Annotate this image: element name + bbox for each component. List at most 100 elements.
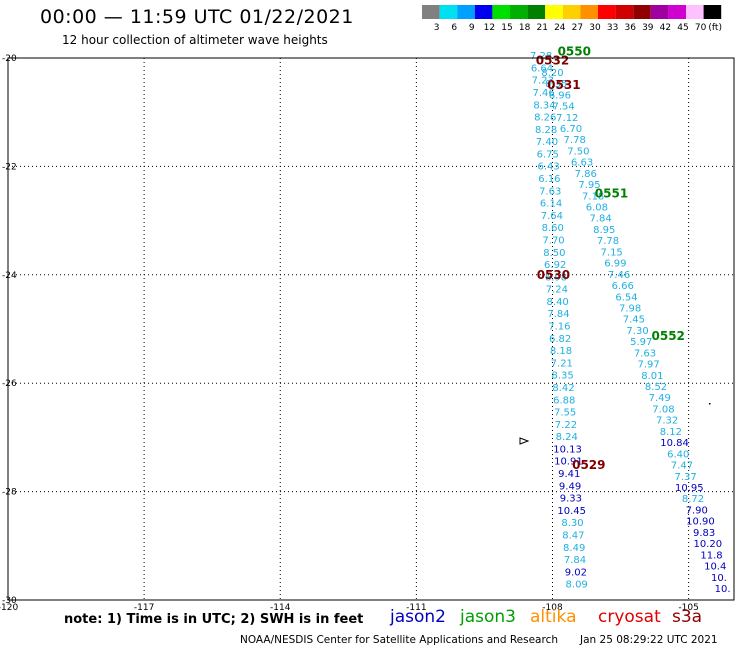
swh-value: 8.42 bbox=[552, 383, 574, 394]
pass-time-label: 0531 bbox=[547, 78, 580, 92]
swh-value: 7.86 bbox=[575, 169, 597, 180]
swh-value: 10.20 bbox=[693, 539, 722, 550]
lat-tick-label: -20 bbox=[2, 54, 17, 64]
swh-value: 7.95 bbox=[578, 180, 600, 191]
swh-value: 7.84 bbox=[589, 214, 611, 225]
swh-value: 7.18 bbox=[582, 191, 604, 202]
legend-cryosat: cryosat bbox=[598, 607, 661, 627]
swh-value: 6.75 bbox=[537, 149, 559, 160]
swh-value: 7.78 bbox=[597, 236, 619, 247]
swh-value: 7.84 bbox=[564, 555, 586, 566]
color-bin bbox=[598, 5, 616, 19]
color-bin bbox=[650, 5, 669, 19]
credit-line: NOAA/NESDIS Center for Satellite Applica… bbox=[240, 634, 558, 646]
swh-value: 10. bbox=[715, 584, 731, 595]
swh-value: 7.98 bbox=[619, 303, 641, 314]
color-bin-label: 39 bbox=[642, 23, 654, 33]
color-bin-label: 6 bbox=[451, 23, 457, 33]
swh-value: 6.16 bbox=[538, 174, 560, 185]
swh-value: 7.54 bbox=[552, 102, 574, 113]
swh-value: 7.28 bbox=[530, 51, 552, 62]
legend-jason3: jason3 bbox=[460, 607, 516, 627]
page-subtitle: 12 hour collection of altimeter wave hei… bbox=[62, 33, 328, 47]
swh-value: 8.26 bbox=[534, 113, 556, 124]
swh-value: 8.30 bbox=[561, 518, 583, 529]
swh-value: 8.18 bbox=[550, 346, 572, 357]
swh-value: 7.97 bbox=[638, 360, 660, 371]
swh-value: 7.22 bbox=[555, 420, 577, 431]
swh-value: 10.13 bbox=[553, 444, 582, 455]
lat-tick-label: -30 bbox=[2, 596, 17, 606]
generated-timestamp: Jan 25 08:29:22 UTC 2021 bbox=[580, 634, 718, 646]
swh-value: 7.78 bbox=[564, 135, 586, 146]
swh-value: 6.99 bbox=[604, 259, 626, 270]
map-frame bbox=[7, 57, 735, 601]
swh-value: 6.98 bbox=[545, 272, 567, 283]
color-bin-label: 33 bbox=[607, 23, 618, 33]
legend-s3a: s3a bbox=[672, 607, 703, 627]
swh-value: 10.45 bbox=[557, 506, 586, 517]
color-bin-label: 21 bbox=[536, 23, 547, 33]
swh-value: 7.63 bbox=[539, 186, 561, 197]
page-title: 00:00 — 11:59 UTC 01/22/2021 bbox=[40, 6, 354, 28]
lon-tick-label: -114 bbox=[270, 603, 291, 612]
swh-value: 8.35 bbox=[551, 371, 573, 382]
swh-value: 8.60 bbox=[542, 223, 564, 234]
footer-note: note: 1) Time is in UTC; 2) SWH is in fe… bbox=[64, 612, 364, 627]
swh-value: 8.28 bbox=[535, 125, 557, 136]
color-bin bbox=[615, 5, 634, 19]
swh-value: 10.84 bbox=[660, 438, 689, 449]
swh-value: 10.91 bbox=[554, 457, 583, 468]
swh-value: 8.72 bbox=[682, 494, 704, 505]
swh-value: 8.20 bbox=[541, 68, 563, 79]
lon-tick-label: -117 bbox=[134, 603, 154, 612]
swh-value: 9.02 bbox=[565, 567, 587, 578]
swh-value: 7.64 bbox=[541, 211, 563, 222]
pass-time-label: 0530 bbox=[537, 268, 570, 282]
color-bin bbox=[545, 5, 563, 19]
swh-value: 10.4 bbox=[704, 562, 726, 573]
lat-tick-label: -28 bbox=[2, 488, 17, 498]
color-bin-label: 42 bbox=[660, 23, 671, 33]
swh-value: 6.82 bbox=[549, 334, 571, 345]
swh-value: 6.43 bbox=[537, 162, 559, 173]
swh-value: 7.32 bbox=[656, 416, 678, 427]
swh-value: 6.40 bbox=[667, 449, 689, 460]
swh-value: 7.46 bbox=[533, 88, 555, 99]
swh-value: 6.88 bbox=[553, 395, 575, 406]
swh-value: 8.35 bbox=[545, 79, 567, 90]
color-bin bbox=[668, 5, 686, 19]
swh-value: 7.12 bbox=[556, 113, 578, 124]
lon-tick-label: -108 bbox=[542, 603, 563, 612]
color-bin bbox=[457, 5, 475, 19]
swh-value: 7.50 bbox=[567, 146, 589, 157]
color-bin-label: 36 bbox=[624, 23, 636, 33]
swh-value: 6.54 bbox=[615, 292, 637, 303]
swh-value: 7.24 bbox=[546, 285, 568, 296]
color-bin bbox=[580, 5, 598, 19]
lat-tick-label: -26 bbox=[2, 379, 17, 389]
color-bin-label: 24 bbox=[554, 23, 566, 33]
swh-value: 9.33 bbox=[560, 494, 582, 505]
pass-time-label: 0551 bbox=[595, 186, 628, 200]
swh-value: 7.40 bbox=[536, 137, 558, 148]
swh-value: 5.97 bbox=[630, 337, 652, 348]
color-bin bbox=[439, 5, 458, 19]
swh-value: 7.70 bbox=[542, 235, 564, 246]
color-bin-label: 27 bbox=[572, 23, 583, 33]
pass-time-label: 0532 bbox=[536, 54, 569, 68]
swh-value: 6.64 bbox=[531, 63, 553, 74]
color-bin bbox=[422, 5, 440, 19]
island-marker bbox=[519, 437, 530, 445]
swh-value: 7.30 bbox=[626, 326, 648, 337]
swh-value: 6.96 bbox=[549, 90, 571, 101]
swh-value: 9.83 bbox=[693, 528, 715, 539]
color-bin bbox=[633, 5, 651, 19]
swh-value: 10.90 bbox=[686, 517, 715, 528]
swh-value: 7.90 bbox=[686, 505, 708, 516]
color-bin bbox=[510, 5, 528, 19]
lat-tick-label: -22 bbox=[2, 162, 17, 172]
swh-value: 7.21 bbox=[551, 358, 573, 369]
swh-value: 7.84 bbox=[547, 309, 569, 320]
swh-value: 7.46 bbox=[608, 270, 630, 281]
